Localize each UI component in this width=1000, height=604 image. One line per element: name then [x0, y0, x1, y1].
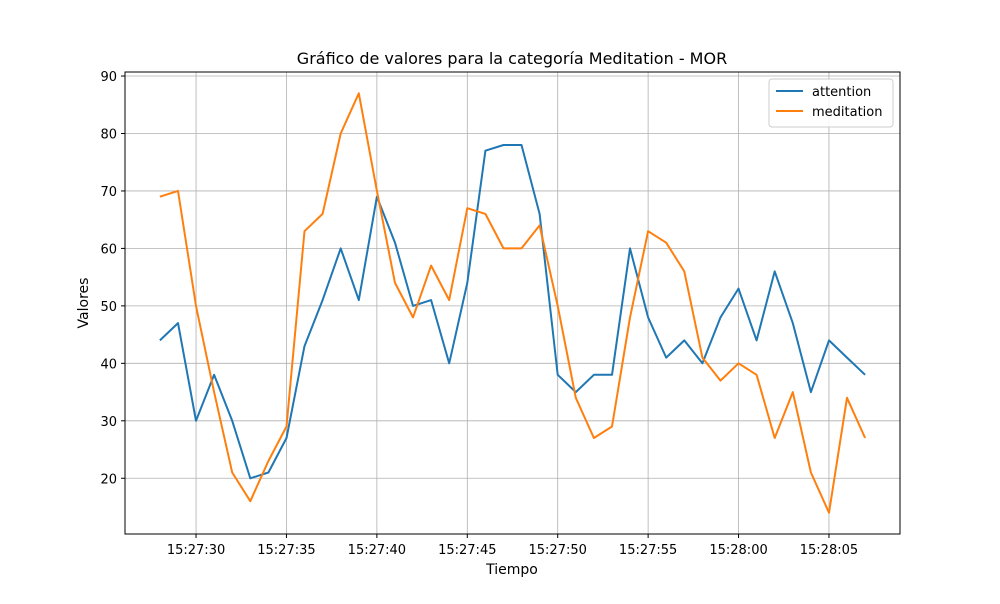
y-tick-label: 20	[100, 472, 117, 487]
x-tick-label: 15:27:50	[529, 543, 587, 558]
y-tick-label: 50	[100, 300, 117, 315]
x-tick-label: 15:27:40	[348, 543, 406, 558]
grid	[125, 72, 900, 534]
y-tick-label: 70	[100, 185, 117, 200]
x-tick-label: 15:28:05	[800, 543, 858, 558]
y-tick-label: 90	[100, 70, 117, 85]
x-tick-label: 15:27:45	[438, 543, 496, 558]
x-tick-label: 15:27:30	[167, 543, 225, 558]
y-axis-label: Valores	[76, 278, 92, 329]
plot-area-frame	[124, 71, 901, 535]
legend-label-attention: attention	[812, 85, 871, 100]
x-axis-ticks: 15:27:30 15:27:35 15:27:40 15:27:45 15:27:50…	[167, 534, 858, 558]
legend-label-meditation: meditation	[812, 105, 883, 120]
y-tick-label: 40	[100, 357, 117, 372]
y-tick-label: 60	[100, 242, 117, 257]
y-tick-label: 30	[100, 415, 117, 430]
y-tick-label: 80	[100, 127, 117, 142]
y-axis-ticks: 20 30 40 50 60 70 80 90	[100, 70, 125, 487]
series-line-attention	[159, 144, 866, 480]
x-tick-label: 15:27:55	[619, 543, 677, 558]
series-lines	[159, 92, 867, 514]
x-tick-label: 15:27:35	[257, 543, 315, 558]
x-axis-label: Tiempo	[485, 562, 538, 578]
chart-title: Gráfico de valores para la categoría Med…	[297, 49, 727, 68]
series-line-meditation	[159, 92, 867, 514]
legend: attention meditation	[768, 78, 894, 128]
x-tick-label: 15:28:00	[709, 543, 767, 558]
